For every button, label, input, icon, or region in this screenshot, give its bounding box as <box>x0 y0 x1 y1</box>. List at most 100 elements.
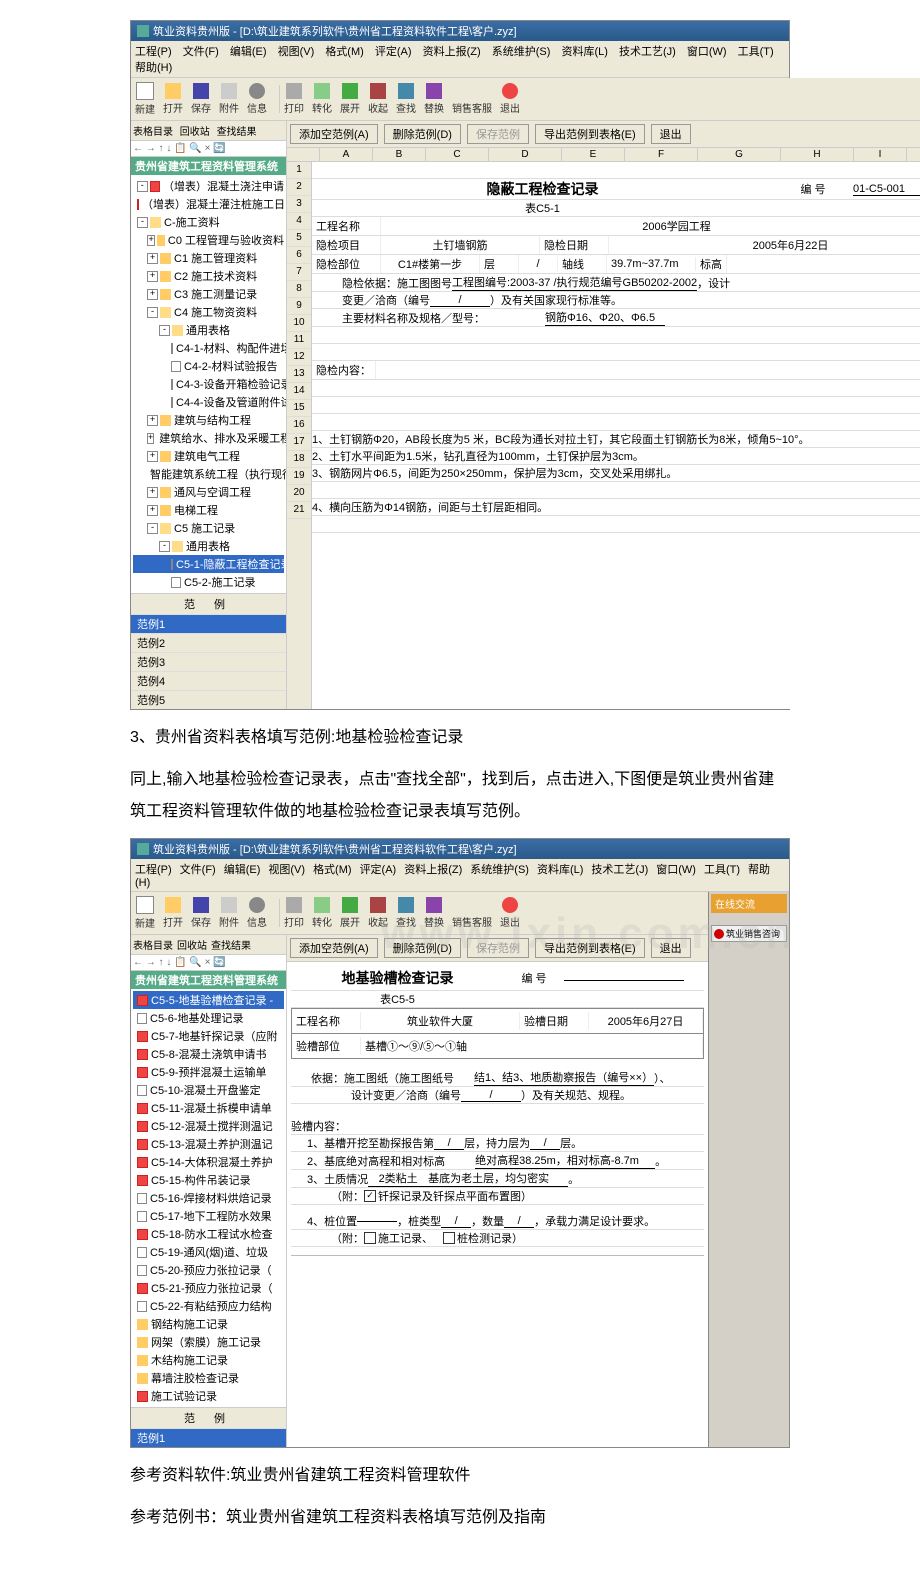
open-button[interactable]: 打开 <box>163 897 183 929</box>
tree-item[interactable]: C5-11-混凝土拆模申请单 <box>133 1099 284 1117</box>
tree-item[interactable]: C5-1-隐蔽工程检查记录 <box>133 555 284 573</box>
add-blank-button[interactable]: 添加空范例(A) <box>290 124 378 144</box>
example-item[interactable]: 范例1 <box>131 614 286 633</box>
tree-item[interactable]: +建筑给水、排水及采暖工程 <box>133 429 284 447</box>
checkbox-drill[interactable]: ✓ <box>364 1190 376 1202</box>
tree-item[interactable]: +通风与空调工程 <box>133 483 284 501</box>
project-root[interactable]: 贵州省建筑工程资料管理系统 <box>131 971 286 989</box>
del-example-button[interactable]: 删除范例(D) <box>384 938 461 958</box>
tree-item[interactable]: C4-4-设备及管道附件试验 <box>133 393 284 411</box>
checkbox-construction[interactable] <box>364 1232 376 1244</box>
tree-item[interactable]: C5-12-混凝土搅拌测温记 <box>133 1117 284 1135</box>
tree-item[interactable]: C5-20-预应力张拉记录（ <box>133 1261 284 1279</box>
tree-item[interactable]: 智能建筑系统工程（执行现行 <box>133 465 284 483</box>
example-item[interactable]: 范例5 <box>131 690 286 709</box>
action-exit-button[interactable]: 退出 <box>651 938 691 958</box>
action-exit-button[interactable]: 退出 <box>651 124 691 144</box>
tree-item[interactable]: -C5 施工记录 <box>133 519 284 537</box>
attach-button[interactable]: 附件 <box>219 897 239 929</box>
replace-button[interactable]: 替换 <box>424 897 444 929</box>
tree-item[interactable]: C5-16-焊接材料烘焙记录 <box>133 1189 284 1207</box>
export-button[interactable]: 导出范例到表格(E) <box>535 938 645 958</box>
convert-button[interactable]: 转化 <box>312 897 332 929</box>
tree-item[interactable]: -C4 施工物资资料 <box>133 303 284 321</box>
tree-item[interactable]: +C3 施工测量记录 <box>133 285 284 303</box>
collapse-button[interactable]: 收起 <box>368 897 388 929</box>
tree-item[interactable]: C5-19-通风(烟)道、垃圾 <box>133 1243 284 1261</box>
tree-item[interactable]: C5-21-预应力张拉记录（ <box>133 1279 284 1297</box>
add-blank-button[interactable]: 添加空范例(A) <box>290 938 378 958</box>
tree-item[interactable]: C5-22-有粘结预应力结构 <box>133 1297 284 1315</box>
tree-item[interactable]: （增表）混凝土灌注桩施工日 <box>133 195 284 213</box>
app-icon <box>137 25 149 37</box>
tree-item[interactable]: C4-1-材料、构配件进场检 <box>133 339 284 357</box>
menu-bar[interactable]: 工程(P)文件(F)编辑(E)视图(V)格式(M)评定(A)资料上报(Z)系统维… <box>131 859 789 892</box>
tree-item[interactable]: C5-5-地基验槽检查记录 - <box>133 991 284 1009</box>
find-button[interactable]: 查找 <box>396 83 416 115</box>
tree-item[interactable]: +C1 施工管理资料 <box>133 249 284 267</box>
consult-sales-button[interactable]: 筑业销售咨询 <box>711 925 787 942</box>
tree-item[interactable]: 幕墙注胶检查记录 <box>133 1369 284 1387</box>
convert-button[interactable]: 转化 <box>312 83 332 115</box>
new-button[interactable]: 新建 <box>135 896 155 930</box>
exit-button[interactable]: 退出 <box>500 897 520 929</box>
tree-item[interactable]: -通用表格 <box>133 321 284 339</box>
example-item[interactable]: 范例4 <box>131 671 286 690</box>
tree-item[interactable]: C5-10-混凝土开盘鉴定 <box>133 1081 284 1099</box>
tree-item[interactable]: C5-8-混凝土浇筑申请书 <box>133 1045 284 1063</box>
tree-item[interactable]: C5-7-地基钎探记录（应附 <box>133 1027 284 1045</box>
tree-item[interactable]: 网架（索膜）施工记录 <box>133 1333 284 1351</box>
collapse-button[interactable]: 收起 <box>368 83 388 115</box>
tree-item[interactable]: -C-施工资料 <box>133 213 284 231</box>
tree-item[interactable]: C5-2-施工记录 <box>133 573 284 591</box>
tree-item[interactable]: C4-3-设备开箱检验记录 <box>133 375 284 393</box>
example-item[interactable]: 范例2 <box>131 633 286 652</box>
open-button[interactable]: 打开 <box>163 83 183 115</box>
expand-button[interactable]: 展开 <box>340 83 360 115</box>
checkbox-pile[interactable] <box>443 1232 455 1244</box>
tree-item[interactable]: C5-14-大体积混凝土养护 <box>133 1153 284 1171</box>
info-button[interactable]: 信息 <box>247 897 267 929</box>
print-button[interactable]: 打印 <box>284 897 304 929</box>
example-item[interactable]: 范例1 <box>131 1428 286 1447</box>
tree-item[interactable]: C5-17-地下工程防水效果 <box>133 1207 284 1225</box>
tree-item[interactable]: C5-15-构件吊装记录 <box>133 1171 284 1189</box>
tree-item[interactable]: +C0 工程管理与验收资料 <box>133 231 284 249</box>
support-button[interactable]: 销售客服 <box>452 83 492 115</box>
example-item[interactable]: 范例3 <box>131 652 286 671</box>
find-button[interactable]: 查找 <box>396 897 416 929</box>
info-button[interactable]: 信息 <box>247 83 267 115</box>
print-button[interactable]: 打印 <box>284 83 304 115</box>
tree-item[interactable]: +C2 施工技术资料 <box>133 267 284 285</box>
tree-item[interactable]: 钢结构施工记录 <box>133 1315 284 1333</box>
tree-item[interactable]: 施工试验记录 <box>133 1387 284 1405</box>
tree-item[interactable]: -（增表）混凝土浇注申请 <box>133 177 284 195</box>
expand-button[interactable]: 展开 <box>340 897 360 929</box>
tree-item[interactable]: 木结构施工记录 <box>133 1351 284 1369</box>
online-chat-tab[interactable]: 在线交流 <box>711 894 787 913</box>
del-example-button[interactable]: 删除范例(D) <box>384 124 461 144</box>
save-button[interactable]: 保存 <box>191 897 211 929</box>
window-titlebar: 筑业资料贵州版 - [D:\筑业建筑系列软件\贵州省工程资料软件工程\客户.zy… <box>131 21 789 41</box>
spreadsheet[interactable]: 地基验槽检查记录编 号 表C5-5 工程名称筑业软件大厦验槽日期2005年6月2… <box>287 962 708 1447</box>
save-button[interactable]: 保存 <box>191 83 211 115</box>
attach-button[interactable]: 附件 <box>219 83 239 115</box>
tree-item[interactable]: C4-2-材料试验报告 <box>133 357 284 375</box>
tree-item[interactable]: -通用表格 <box>133 537 284 555</box>
replace-button[interactable]: 替换 <box>424 83 444 115</box>
tree-item[interactable]: +电梯工程 <box>133 501 284 519</box>
tree-item[interactable]: +建筑与结构工程 <box>133 411 284 429</box>
menu-bar[interactable]: 工程(P) 文件(F) 编辑(E) 视图(V) 格式(M) 评定(A) 资料上报… <box>131 41 789 78</box>
spreadsheet[interactable]: 隐蔽工程检查记录编 号01-C5-001 表C5-1 工程名称2006学园工程 … <box>312 162 920 709</box>
tree-item[interactable]: C5-18-防水工程试水检查 <box>133 1225 284 1243</box>
support-button[interactable]: 销售客服 <box>452 897 492 929</box>
new-button[interactable]: 新建 <box>135 82 155 116</box>
sidebar-tabs: 表格目录 回收站 查找结果 <box>131 121 286 141</box>
tree-item[interactable]: C5-9-预拌混凝土运输单 <box>133 1063 284 1081</box>
tree-item[interactable]: C5-6-地基处理记录 <box>133 1009 284 1027</box>
exit-button[interactable]: 退出 <box>500 83 520 115</box>
tree-item[interactable]: C5-13-混凝土养护测温记 <box>133 1135 284 1153</box>
export-button[interactable]: 导出范例到表格(E) <box>535 124 645 144</box>
tree-item[interactable]: +建筑电气工程 <box>133 447 284 465</box>
project-root[interactable]: 贵州省建筑工程资料管理系统 <box>131 157 286 175</box>
